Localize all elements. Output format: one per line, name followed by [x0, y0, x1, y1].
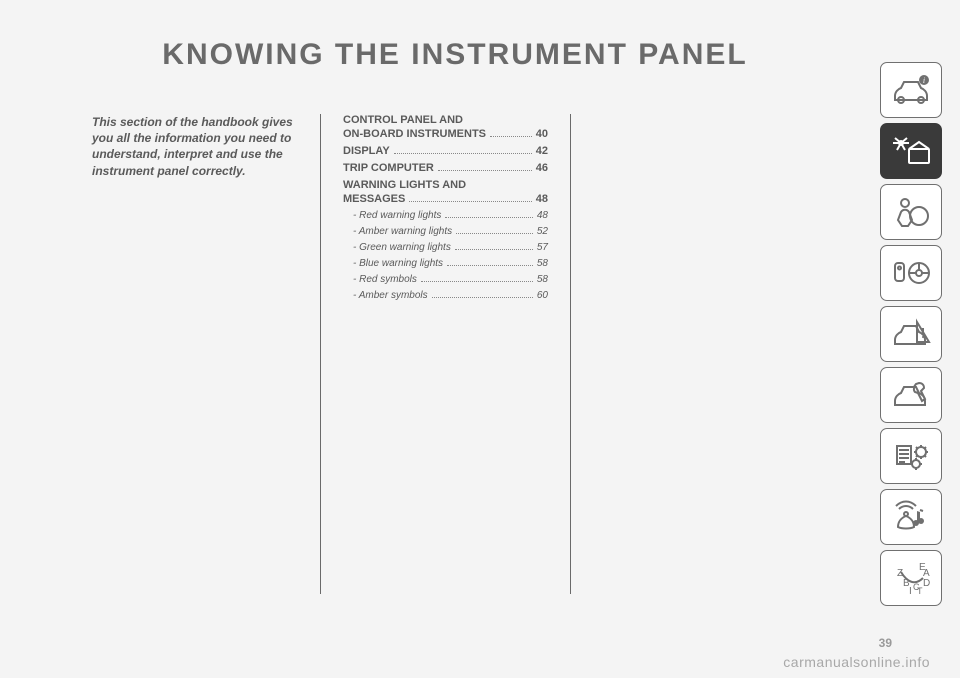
toc-label: - Amber warning lights — [353, 226, 452, 237]
toc-page: 52 — [537, 226, 548, 237]
empty-column — [570, 114, 820, 594]
toc-entry: DISPLAY 42 — [343, 145, 548, 157]
toc-label: - Blue warning lights — [353, 258, 443, 269]
knowing-vehicle-icon[interactable]: i — [880, 62, 942, 118]
toc-label: - Red warning lights — [353, 210, 441, 221]
toc-label: ON-BOARD INSTRUMENTS — [343, 128, 486, 140]
toc-label: MESSAGES — [343, 193, 405, 205]
toc-page: 57 — [537, 242, 548, 253]
toc-dots — [447, 265, 533, 266]
toc-entry: TRIP COMPUTER 46 — [343, 162, 548, 174]
svg-text:D: D — [923, 578, 930, 589]
index-icon[interactable]: ZBICTDAE — [880, 550, 942, 606]
toc-dots — [409, 201, 531, 202]
toc-dots — [421, 281, 533, 282]
toc-page: 48 — [537, 210, 548, 221]
toc-subentry: - Amber warning lights 52 — [343, 226, 548, 237]
starting-driving-icon[interactable] — [880, 245, 942, 301]
toc-dots — [394, 153, 532, 154]
toc-subentry: - Red warning lights 48 — [343, 210, 548, 221]
toc-entry: WARNING LIGHTS AND — [343, 179, 548, 191]
toc-entry: ON-BOARD INSTRUMENTS 40 — [343, 128, 548, 140]
toc-dots — [456, 233, 533, 234]
side-tabs: i ZBICTDAE — [880, 62, 942, 606]
page-title: KNOWING THE INSTRUMENT PANEL — [70, 38, 840, 72]
toc-subentry: - Red symbols 58 — [343, 274, 548, 285]
toc-page: 48 — [536, 193, 548, 205]
svg-text:i: i — [923, 76, 925, 85]
intro-text: This section of the handbook gives you a… — [92, 114, 298, 179]
toc-page: 60 — [537, 290, 548, 301]
toc-label: - Green warning lights — [353, 242, 451, 253]
toc-dots — [432, 297, 533, 298]
maintenance-icon[interactable] — [880, 367, 942, 423]
intro-column: This section of the handbook gives you a… — [70, 114, 320, 594]
toc-subentry: - Blue warning lights 58 — [343, 258, 548, 269]
toc-label: DISPLAY — [343, 145, 390, 157]
toc-subentry: - Amber symbols 60 — [343, 290, 548, 301]
toc-dots — [455, 249, 533, 250]
tech-specs-icon[interactable] — [880, 428, 942, 484]
toc-dots — [445, 217, 533, 218]
page-number: 39 — [879, 636, 892, 650]
multimedia-icon[interactable] — [880, 489, 942, 545]
toc-entry: MESSAGES 48 — [343, 193, 548, 205]
toc-label: WARNING LIGHTS AND — [343, 179, 466, 191]
toc-column: CONTROL PANEL AND ON-BOARD INSTRUMENTS 40 D… — [320, 114, 570, 594]
toc-label: - Amber symbols — [353, 290, 428, 301]
safety-airbag-icon[interactable] — [880, 184, 942, 240]
emergency-icon[interactable] — [880, 306, 942, 362]
toc-label: CONTROL PANEL AND — [343, 114, 463, 126]
toc-page: 40 — [536, 128, 548, 140]
toc-page: 42 — [536, 145, 548, 157]
toc-entry: CONTROL PANEL AND — [343, 114, 548, 126]
svg-text:E: E — [919, 562, 926, 573]
toc-label: TRIP COMPUTER — [343, 162, 434, 174]
toc-page: 58 — [537, 258, 548, 269]
footer-watermark: carmanualsonline.info — [783, 654, 930, 670]
toc-page: 58 — [537, 274, 548, 285]
svg-text:I: I — [909, 586, 912, 597]
page: KNOWING THE INSTRUMENT PANEL This sectio… — [0, 0, 960, 678]
toc-dots — [438, 170, 532, 171]
instrument-panel-icon[interactable] — [880, 123, 942, 179]
toc-page: 46 — [536, 162, 548, 174]
content-area: KNOWING THE INSTRUMENT PANEL This sectio… — [70, 38, 840, 648]
toc-subentry: - Green warning lights 57 — [343, 242, 548, 253]
toc-dots — [490, 136, 532, 137]
columns: This section of the handbook gives you a… — [70, 114, 840, 594]
toc-label: - Red symbols — [353, 274, 417, 285]
